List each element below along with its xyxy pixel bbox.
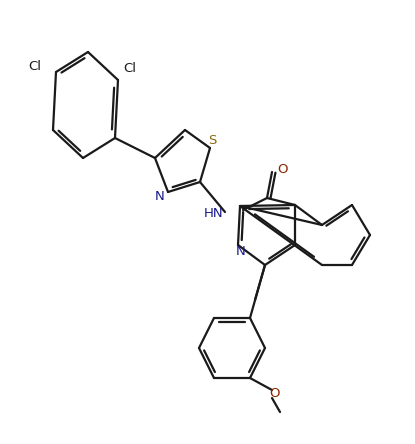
- Text: HN: HN: [203, 206, 223, 219]
- Text: N: N: [155, 190, 165, 202]
- Text: O: O: [269, 386, 279, 400]
- Text: O: O: [277, 163, 288, 175]
- Text: Cl: Cl: [28, 60, 41, 74]
- Text: N: N: [236, 245, 246, 258]
- Text: S: S: [208, 134, 216, 147]
- Text: Cl: Cl: [123, 62, 136, 75]
